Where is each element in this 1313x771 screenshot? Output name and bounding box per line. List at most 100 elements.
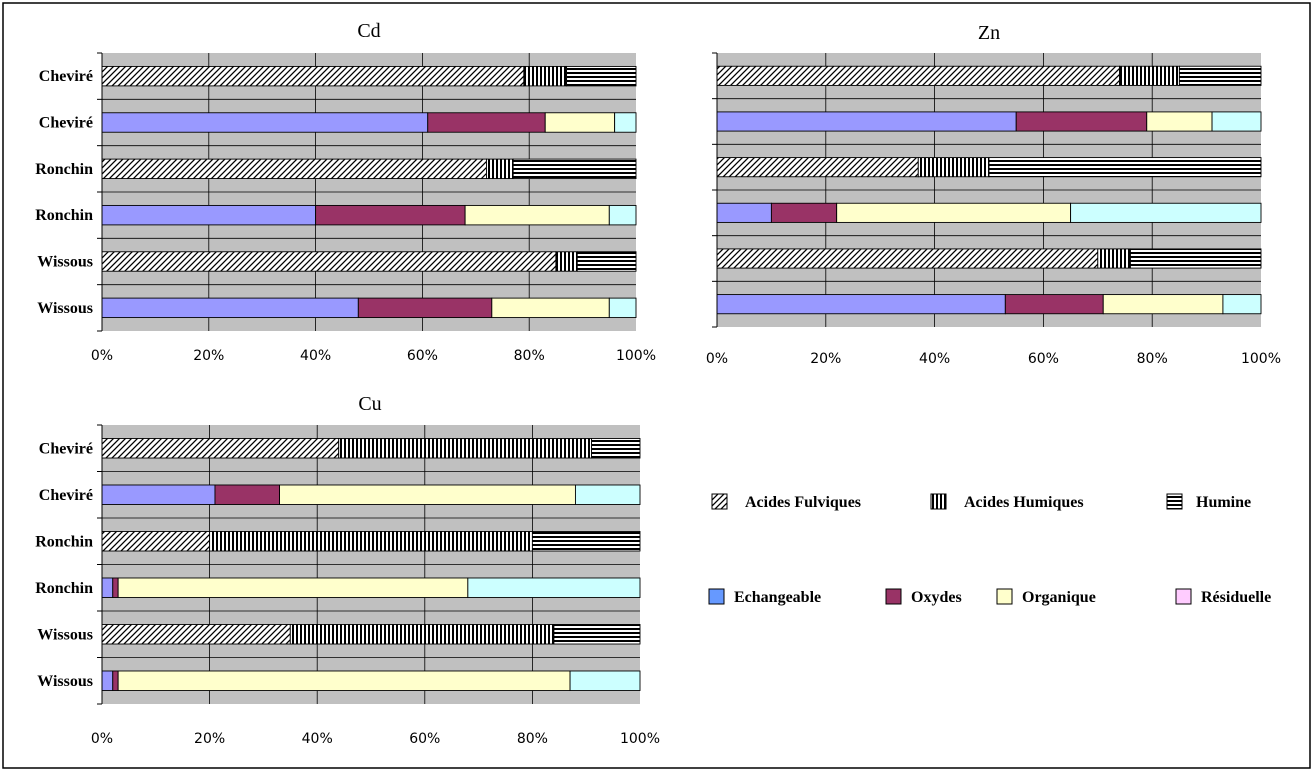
legend-swatch (708, 588, 725, 605)
bar-segment-résiduelle (1070, 202, 1262, 223)
chart-title: Cd (357, 20, 380, 42)
bar-row (101, 438, 641, 459)
legend-label: Acides Humiques (964, 494, 1084, 511)
x-tick-label: 60% (409, 731, 440, 747)
bar-segment-acides-fulviques (101, 158, 487, 180)
bar-segment-oxydes (427, 112, 546, 133)
bar-segment-humine (1178, 65, 1262, 86)
category-label: Ronchin (35, 580, 93, 597)
bar-segment-echangeable (716, 202, 772, 223)
legend-swatch (1175, 588, 1192, 605)
bar-segment-echangeable (101, 112, 429, 133)
bar-segment-résiduelle (1222, 294, 1262, 315)
bar-segment-humine (1129, 248, 1262, 269)
bar-row (101, 65, 637, 87)
bar-segment-acides-fulviques (716, 248, 1099, 269)
legend-item-acides-fulviques: Acides Fulviques (711, 493, 861, 511)
category-label: Cheviré (39, 115, 93, 132)
legend-label: Oxydes (911, 589, 962, 606)
x-tick-label: 100% (616, 348, 656, 364)
legend-item-echangeable: Echangeable (708, 588, 821, 606)
legend-label: Résiduelle (1201, 589, 1271, 606)
bar-segment-organique (1146, 111, 1213, 132)
bar-row (716, 202, 1262, 223)
legend-swatch (1166, 493, 1183, 510)
x-tick-label: 0% (91, 731, 113, 747)
x-tick-label: 80% (517, 731, 548, 747)
x-tick-label: 100% (1241, 351, 1281, 367)
bar-row (101, 670, 641, 691)
bar-segment-echangeable (101, 484, 216, 505)
bar-row (101, 204, 637, 226)
legend-swatch (885, 588, 902, 605)
x-tick-label: 60% (1028, 351, 1059, 367)
charts-layer: 0% 20% 40% 60% 80% 100% Cheviré Cheviré Ronchin R… (35, 20, 1281, 747)
x-tick-label: 40% (300, 348, 331, 364)
chart-zn: 0% 20% 40% 60% 80% 100% Zn (706, 22, 1281, 367)
bar-row (101, 251, 637, 272)
category-label: Wissous (37, 626, 93, 643)
bar-row (716, 65, 1262, 86)
bar-segment-oxydes (214, 484, 280, 505)
bar-segment-organique (836, 202, 1072, 223)
bar-segment-organique (491, 297, 610, 319)
bar-row (716, 157, 1262, 178)
bar-segment-oxydes (770, 202, 838, 223)
bar-segment-humine (531, 531, 641, 552)
bar-segment-oxydes (112, 577, 119, 598)
bar-segment-organique (464, 204, 610, 226)
bar-segment-acides-humiques (338, 438, 593, 459)
category-label: Cheviré (39, 440, 93, 457)
bar-row (101, 531, 641, 552)
bar-segment-résiduelle (569, 670, 641, 691)
legend-label: Echangeable (734, 589, 821, 606)
legend-layer: Acides Fulviques Acides Humiques Humine Ech… (708, 493, 1271, 606)
legend-swatch (996, 588, 1013, 605)
legend-item-résiduelle: Résiduelle (1175, 588, 1271, 606)
bar-segment-humine (553, 624, 641, 645)
bar-segment-acides-fulviques (716, 157, 919, 178)
bar-segment-oxydes (357, 297, 493, 319)
bar-row (101, 112, 637, 133)
bar-segment-organique (1102, 294, 1224, 315)
chart-cu: 0% 20% 40% 60% 80% 100% Cheviré Cheviré Ronchin R… (35, 393, 660, 747)
legend-swatch (711, 493, 728, 510)
legend-item-organique: Organique (996, 588, 1096, 606)
bar-row (716, 248, 1262, 269)
bar-row (716, 111, 1262, 132)
bar-segment-résiduelle (608, 204, 637, 226)
bar-segment-oxydes (1004, 294, 1104, 315)
x-tick-label: 80% (1137, 351, 1168, 367)
category-label: Wissous (37, 673, 93, 690)
category-label: Ronchin (35, 207, 93, 224)
bar-segment-humine (988, 157, 1262, 178)
bar-segment-echangeable (101, 297, 359, 319)
x-tick-label: 0% (706, 351, 728, 367)
bar-segment-acides-humiques (917, 157, 990, 178)
bar-segment-echangeable (101, 577, 114, 598)
bar-segment-acides-fulviques (101, 251, 557, 272)
chart-title: Cu (358, 393, 381, 415)
bar-segment-oxydes (112, 670, 119, 691)
bar-row (101, 577, 641, 598)
bar-row (101, 158, 637, 180)
bar-segment-humine (591, 438, 641, 459)
bar-segment-organique (117, 577, 469, 598)
bar-segment-acides-fulviques (101, 65, 525, 87)
legend-item-humine: Humine (1166, 493, 1251, 511)
category-label: Wissous (37, 300, 93, 317)
bar-segment-résiduelle (608, 297, 637, 319)
x-tick-label: 20% (193, 348, 224, 364)
x-tick-label: 100% (620, 731, 660, 747)
bar-row (101, 624, 641, 645)
x-tick-label: 60% (407, 348, 438, 364)
bar-segment-acides-humiques (523, 65, 568, 87)
bar-segment-echangeable (716, 294, 1006, 315)
bar-segment-organique (279, 484, 576, 505)
bar-segment-acides-humiques (1119, 65, 1180, 86)
bar-segment-acides-humiques (555, 251, 578, 272)
x-tick-label: 0% (91, 348, 113, 364)
bar-segment-echangeable (101, 670, 114, 691)
chart-title: Zn (978, 22, 1000, 44)
bar-segment-oxydes (315, 204, 466, 226)
